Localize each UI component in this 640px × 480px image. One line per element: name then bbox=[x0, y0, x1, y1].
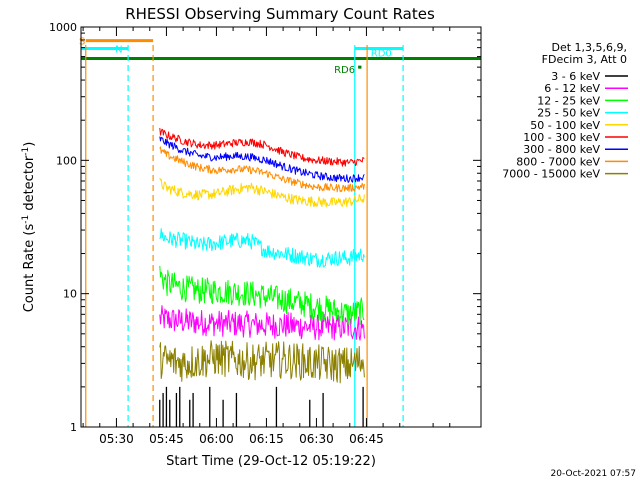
legend-label-1: 6 - 12 keV bbox=[544, 82, 600, 95]
x-axis-label: Start Time (29-Oct-12 05:19:22) bbox=[166, 454, 376, 469]
axes-ticks: 1 10 100 1000 05:30 05:45 06:00 06:15 06:30 06:45 bbox=[49, 21, 481, 446]
legend-label-2: 12 - 25 keV bbox=[537, 94, 600, 107]
plot-frame bbox=[80, 26, 482, 428]
flag-label-0: S bbox=[79, 37, 85, 48]
flag-label-1: N bbox=[115, 44, 122, 55]
flag-label-2: RD0 bbox=[371, 48, 392, 59]
chart-title: RHESSI Observing Summary Count Rates bbox=[125, 5, 435, 23]
legend-label-7: 800 - 7000 keV bbox=[516, 155, 600, 168]
legend-label-0: 3 - 6 keV bbox=[551, 70, 600, 83]
y-axis-label: Count Rate (s-1 detector-1) bbox=[21, 142, 37, 313]
series-traces bbox=[159, 127, 365, 427]
x-tick-label-4: 06:30 bbox=[299, 432, 334, 446]
series-line-7 bbox=[159, 146, 365, 193]
plot-timestamp: 20-Oct-2021 07:57 bbox=[551, 469, 636, 479]
x-tick-label-0: 05:30 bbox=[99, 432, 134, 446]
series-line-4 bbox=[159, 177, 365, 208]
legend-header-0: Det 1,3,5,6,9, bbox=[551, 41, 627, 54]
legend-header-1: FDecim 3, Att 0 bbox=[542, 53, 627, 66]
y-axis-label-sup2: -1 bbox=[21, 147, 31, 156]
series-line-1 bbox=[159, 305, 365, 341]
x-tick-label-5: 06:45 bbox=[349, 432, 384, 446]
legend-label-3: 25 - 50 keV bbox=[537, 107, 600, 120]
legend-label-8: 7000 - 15000 keV bbox=[502, 168, 600, 181]
series-line-3 bbox=[159, 228, 365, 268]
event-lines bbox=[85, 45, 404, 427]
y-axis-label-end: ) bbox=[22, 142, 37, 147]
series-line-6 bbox=[159, 136, 365, 183]
series-line-8 bbox=[159, 340, 365, 384]
y-axis-label-main: Count Rate (s bbox=[22, 224, 37, 313]
y-tick-label-3: 1000 bbox=[49, 21, 77, 34]
y-tick-label-2: 100 bbox=[56, 154, 77, 167]
legend-label-6: 300 - 800 keV bbox=[523, 143, 600, 156]
series-line-2 bbox=[159, 265, 365, 326]
legend: Det 1,3,5,6,9,FDecim 3, Att 0 3 - 6 keV6 … bbox=[502, 41, 628, 181]
legend-label-4: 50 - 100 keV bbox=[530, 119, 600, 132]
y-tick-label-0: 1 bbox=[70, 421, 77, 434]
series-line-5 bbox=[159, 127, 365, 167]
y-axis-label-mid: detector bbox=[22, 155, 37, 215]
x-tick-label-2: 06:00 bbox=[199, 432, 234, 446]
flag-label-3: RD6 bbox=[334, 65, 355, 76]
x-tick-label-1: 05:45 bbox=[149, 432, 184, 446]
attenuator-flags: S N RD0 RD6 bbox=[79, 37, 481, 76]
x-tick-label-3: 06:15 bbox=[249, 432, 284, 446]
y-axis-label-sup1: -1 bbox=[21, 215, 31, 224]
legend-label-5: 100 - 300 keV bbox=[523, 131, 600, 144]
y-tick-label-1: 10 bbox=[63, 288, 77, 301]
